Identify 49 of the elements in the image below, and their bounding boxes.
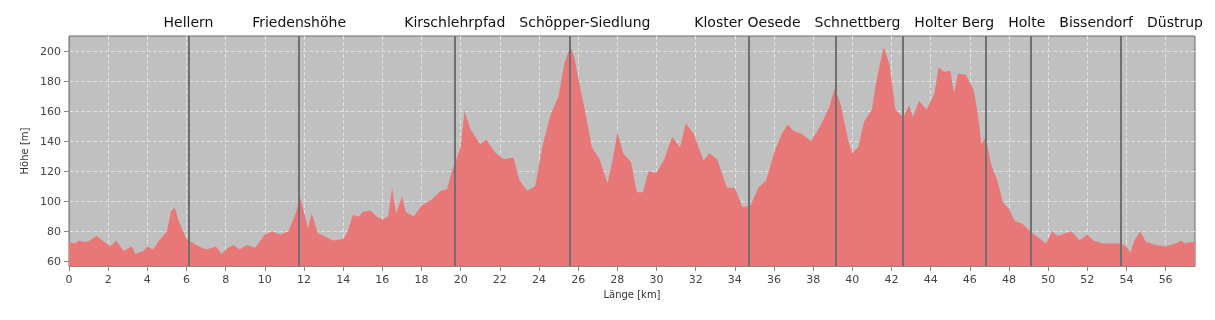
y-tick-label: 160 — [40, 104, 61, 118]
x-tick-label: 48 — [1001, 273, 1016, 286]
ref-line-label: Bissendorf — [1059, 14, 1135, 30]
y-tick-label: 120 — [40, 164, 61, 178]
x-tick-label: 16 — [375, 273, 390, 286]
ref-line-label: Friedenshöhe — [252, 14, 347, 30]
y-tick-label: 60 — [47, 254, 61, 268]
x-tick-label: 50 — [1041, 273, 1056, 286]
x-tick-label: 6 — [183, 273, 190, 286]
x-tick-label: 42 — [884, 273, 899, 286]
x-tick-label: 52 — [1080, 273, 1095, 286]
x-tick-label: 44 — [923, 273, 938, 286]
ref-line-label: Kirschlehrpfad — [404, 14, 506, 30]
x-tick-label: 28 — [610, 273, 625, 286]
x-tick-label: 4 — [143, 273, 151, 286]
x-tick-label: 30 — [649, 273, 664, 286]
x-tick-label: 36 — [766, 273, 781, 286]
x-tick-label: 32 — [688, 273, 703, 286]
x-tick-label: 0 — [65, 273, 73, 286]
x-tick-label: 46 — [962, 273, 977, 286]
ref-line-label: Schnettberg — [814, 14, 901, 30]
ref-line-label: Kloster Oesede — [694, 14, 801, 30]
ref-line-label: Holte — [1008, 14, 1046, 30]
y-tick-label: 80 — [47, 224, 61, 238]
x-tick-label: 14 — [336, 273, 351, 286]
x-tick-label: 12 — [296, 273, 311, 286]
x-tick-label: 24 — [531, 273, 546, 286]
x-tick-label: 54 — [1119, 273, 1134, 286]
x-tick-label: 2 — [104, 273, 112, 286]
x-tick-label: 34 — [727, 273, 742, 286]
ref-line-label: Hellern — [163, 14, 214, 30]
x-tick-label: 22 — [492, 273, 507, 286]
x-tick-label: 10 — [257, 273, 272, 286]
y-tick-label: 180 — [40, 74, 61, 88]
y-axis-title: Höhe [m] — [18, 127, 30, 175]
ref-line-label: Schöpper-Siedlung — [519, 14, 651, 30]
x-tick-label: 56 — [1158, 273, 1173, 286]
y-tick-label: 100 — [40, 194, 61, 208]
x-tick-label: 8 — [222, 273, 230, 286]
x-tick-label: 38 — [806, 273, 821, 286]
x-tick-label: 20 — [453, 273, 468, 286]
x-axis-title: Länge [km] — [603, 289, 661, 301]
x-tick-label: 40 — [845, 273, 860, 286]
y-tick-label: 140 — [40, 134, 61, 148]
y-tick-label: 200 — [40, 44, 61, 58]
ref-line-label: Düstrup — [1147, 14, 1204, 30]
x-tick-label: 18 — [414, 273, 429, 286]
ref-line-label: Holter Berg — [914, 14, 995, 30]
x-tick-label: 26 — [571, 273, 586, 286]
